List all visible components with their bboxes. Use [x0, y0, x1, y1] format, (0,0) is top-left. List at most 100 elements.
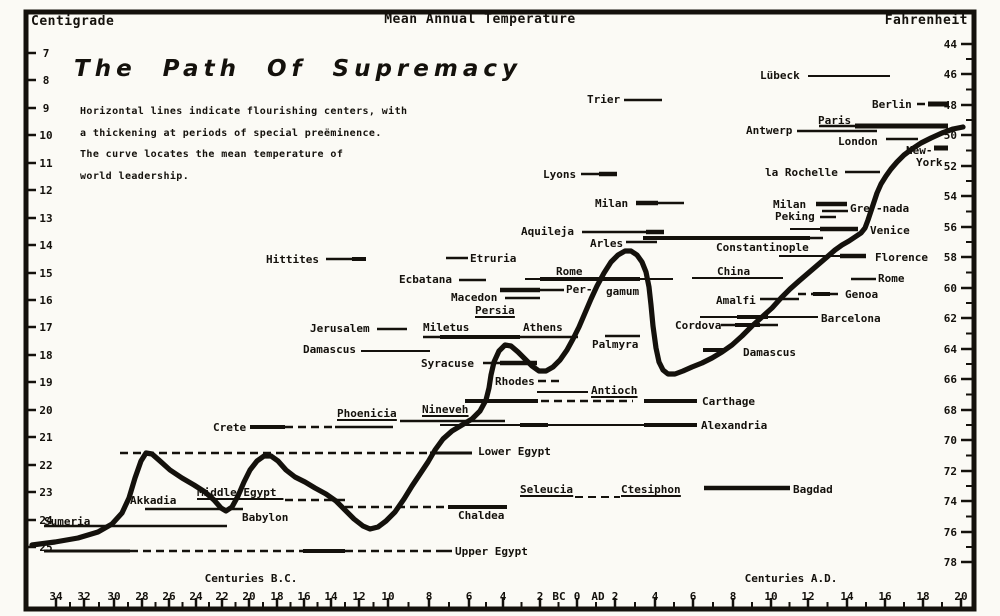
- fahrenheit-tick-label: 56: [944, 221, 958, 234]
- center-label: Genoa: [845, 288, 878, 301]
- era-marker-label: AD: [591, 590, 605, 603]
- center-label: Lyons: [543, 168, 576, 181]
- center-label: Akkadia: [130, 494, 176, 507]
- center-label: Nineveh: [422, 403, 468, 416]
- fahrenheit-tick-label: 44: [944, 38, 958, 51]
- centigrade-tick-label: 11: [39, 157, 53, 170]
- right-axis-title: Fahrenheit: [884, 13, 968, 28]
- center-label: Venice: [870, 224, 910, 237]
- century-tick-label: 20: [242, 590, 255, 603]
- century-tick-label: 28: [135, 590, 148, 603]
- fahrenheit-tick-label: 60: [944, 282, 957, 295]
- century-tick-label: 16: [878, 590, 892, 603]
- centigrade-tick-label: 13: [39, 212, 52, 225]
- center-label: Carthage: [702, 395, 755, 408]
- century-tick-label: 10: [764, 590, 777, 603]
- center-label: la Rochelle: [765, 166, 838, 179]
- x-axis-label-ad: Centuries A.D.: [744, 572, 838, 585]
- center-label: Rome: [556, 265, 583, 278]
- center-label: Ctesiphon: [621, 483, 681, 496]
- center-label: Barcelona: [821, 312, 881, 325]
- center-label: London: [838, 135, 878, 148]
- center-label: Seleucia: [520, 483, 573, 496]
- center-label: Bagdad: [793, 483, 833, 496]
- century-tick-label: 22: [215, 590, 228, 603]
- center-label: Babylon: [242, 511, 288, 524]
- center-label: Peking: [775, 210, 815, 223]
- centigrade-tick-label: 24: [39, 514, 53, 527]
- center-label: Chaldea: [458, 509, 504, 522]
- center-label: Trier: [587, 93, 620, 106]
- century-tick-label: 6: [466, 590, 473, 603]
- description-line: The curve locates the mean temperature o…: [80, 149, 344, 160]
- fahrenheit-tick-label: 46: [944, 68, 958, 81]
- centigrade-tick-label: 12: [39, 184, 52, 197]
- center-label: Amalfi: [716, 294, 756, 307]
- center-label: Jerusalem: [310, 322, 370, 335]
- century-tick-label: 6: [690, 590, 697, 603]
- center-label: Antwerp: [746, 124, 793, 137]
- centigrade-tick-label: 19: [39, 376, 52, 389]
- century-tick-label: 4: [500, 590, 507, 603]
- center-label: Athens: [523, 321, 563, 334]
- description-line: Horizontal lines indicate flourishing ce…: [80, 106, 408, 117]
- fahrenheit-tick-label: 64: [944, 343, 958, 356]
- fahrenheit-tick-label: 58: [944, 251, 957, 264]
- centigrade-tick-label: 14: [39, 239, 53, 252]
- center-label: Persia: [475, 304, 515, 317]
- fahrenheit-tick-label: 62: [944, 312, 957, 325]
- center-label: Etruria: [470, 252, 516, 265]
- century-tick-label: 10: [381, 590, 394, 603]
- center-label: China: [717, 265, 750, 278]
- center-label: Miletus: [423, 321, 469, 334]
- fahrenheit-tick-label: 78: [944, 556, 957, 569]
- center-label: Berlin: [872, 98, 912, 111]
- century-tick-label: 8: [730, 590, 737, 603]
- century-tick-label: 2: [537, 590, 544, 603]
- fahrenheit-tick-label: 68: [944, 404, 957, 417]
- fahrenheit-tick-label: 52: [944, 160, 957, 173]
- leadership-temperature-curve: [29, 124, 966, 548]
- centigrade-tick-label: 23: [39, 486, 52, 499]
- center-label: Upper Egypt: [455, 545, 528, 558]
- center-label: Macedon: [451, 291, 497, 304]
- centigrade-tick-label: 9: [43, 102, 50, 115]
- center-label: Arles: [590, 237, 623, 250]
- center-label: Lower Egypt: [478, 445, 551, 458]
- centigrade-tick-label: 18: [39, 349, 52, 362]
- center-label: Cordova: [675, 319, 721, 332]
- center-label: Palmyra: [592, 338, 638, 351]
- century-tick-label: 14: [840, 590, 854, 603]
- century-tick-label: 26: [162, 590, 176, 603]
- century-tick-label: 8: [426, 590, 433, 603]
- description-line: a thickening at periods of special preëm…: [80, 127, 382, 139]
- center-label: Hittites: [266, 253, 319, 266]
- center-label: Damascus: [303, 343, 356, 356]
- centigrade-tick-label: 21: [39, 431, 53, 444]
- century-tick-label: 2: [612, 590, 619, 603]
- century-tick-label: 18: [270, 590, 283, 603]
- centigrade-tick-label: 15: [39, 267, 52, 280]
- century-tick-label: 18: [916, 590, 929, 603]
- center-label: Paris: [818, 114, 851, 127]
- century-tick-label: 32: [77, 590, 90, 603]
- center-label: Constantinople: [716, 241, 809, 254]
- page-title: The Path Of Supremacy: [74, 56, 522, 82]
- center-label: Syracuse: [421, 357, 474, 370]
- fahrenheit-tick-label: 76: [944, 526, 958, 539]
- center-label: Per-: [566, 283, 593, 296]
- century-tick-label: 34: [49, 590, 63, 603]
- center-label: Phoenicia: [337, 407, 397, 420]
- fahrenheit-tick-label: 54: [944, 190, 958, 203]
- center-label: -nada: [876, 202, 909, 215]
- center-label: gamum: [606, 285, 639, 298]
- era-marker-label: BC: [552, 590, 565, 603]
- center-label: Gre: [850, 202, 870, 215]
- century-tick-label: 24: [189, 590, 203, 603]
- century-tick-label: 12: [352, 590, 365, 603]
- centigrade-tick-label: 22: [39, 459, 52, 472]
- century-tick-label: 16: [297, 590, 311, 603]
- century-tick-label: 20: [954, 590, 967, 603]
- centigrade-tick-label: 8: [43, 74, 50, 87]
